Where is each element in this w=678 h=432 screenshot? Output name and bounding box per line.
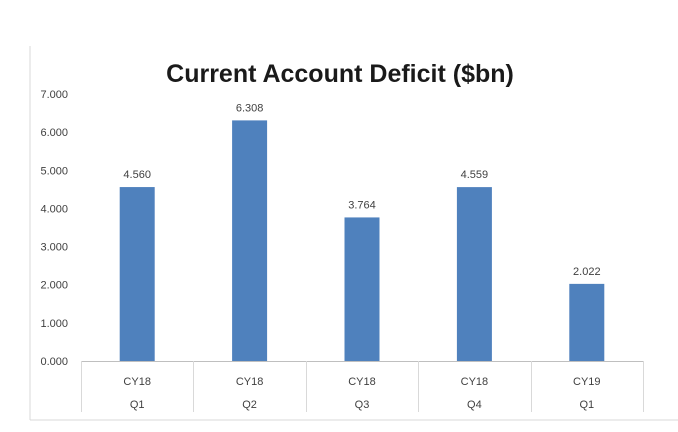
bar [119, 187, 155, 361]
category-year-label: CY18 [461, 376, 489, 388]
category-year-label: CY18 [348, 376, 376, 388]
data-label: 4.559 [461, 169, 489, 181]
y-tick-label: 7.000 [40, 89, 68, 101]
data-label: 4.560 [123, 169, 151, 181]
bar [232, 120, 268, 361]
bar [456, 187, 492, 361]
category-year-label: CY19 [573, 376, 601, 388]
x-axis: CY18 Q1 CY18 Q2 CY18 Q3 CY18 Q4 CY19 Q1 [81, 361, 644, 412]
category-quarter-label: Q4 [467, 399, 482, 411]
y-tick-label: 2.000 [40, 280, 68, 292]
bar [569, 283, 605, 361]
y-tick-label: 5.000 [40, 165, 68, 177]
y-tick-label: 1.000 [40, 318, 68, 330]
data-label: 2.022 [573, 266, 601, 278]
y-tick-label: 4.000 [40, 203, 68, 215]
bar [344, 217, 380, 361]
data-labels-group: 4.560 6.308 3.764 4.559 2.022 [123, 102, 600, 277]
y-tick-label: 6.000 [40, 127, 68, 139]
chart-title: Current Account Deficit ($bn) [166, 60, 514, 88]
category-quarter-label: Q2 [242, 399, 257, 411]
category-quarter-label: Q3 [355, 399, 370, 411]
category-year-label: CY18 [236, 376, 264, 388]
y-tick-label: 0.000 [40, 356, 68, 368]
data-label: 6.308 [236, 102, 264, 114]
category-quarter-label: Q1 [130, 399, 145, 411]
data-label: 3.764 [348, 199, 376, 211]
bars-group [119, 120, 605, 361]
category-quarter-label: Q1 [579, 399, 594, 411]
y-axis: 0.000 1.000 2.000 3.000 4.000 5.000 6.000 7.000 [40, 89, 68, 368]
y-tick-label: 3.000 [40, 242, 68, 254]
category-year-label: CY18 [123, 376, 151, 388]
